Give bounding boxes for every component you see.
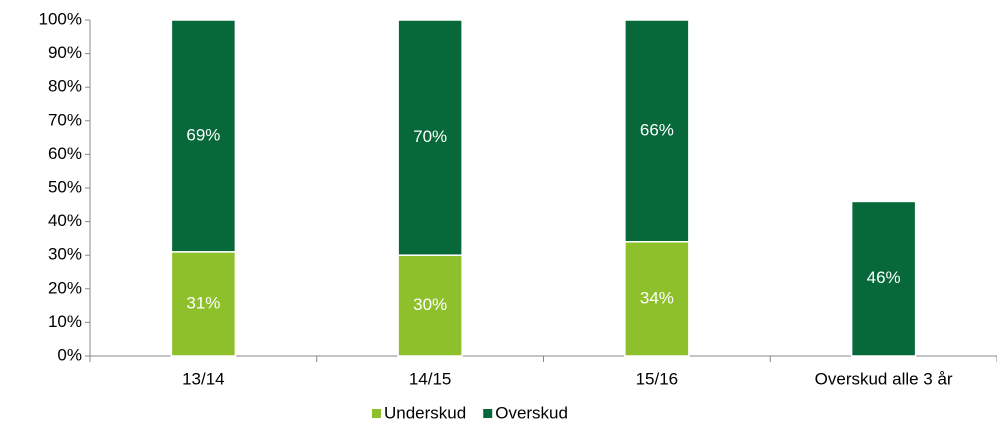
bar-segment (397, 19, 463, 256)
value-label: 30% (413, 295, 447, 314)
value-label: 70% (413, 127, 447, 146)
y-tick-label: 60% (48, 144, 82, 163)
bar-segment (397, 254, 463, 357)
bar-segment (170, 19, 237, 253)
bar-segment (170, 251, 237, 357)
x-tick-label: 15/16 (636, 369, 679, 388)
y-tick-label: 10% (48, 312, 82, 331)
y-tick-label: 20% (48, 278, 82, 297)
y-tick-label: 70% (48, 110, 82, 129)
bar-segment (850, 200, 917, 357)
value-label: 66% (640, 120, 674, 139)
y-tick-label: 80% (48, 77, 82, 96)
y-tick-label: 50% (48, 177, 82, 196)
x-tick-label: Overskud alle 3 år (815, 369, 953, 388)
legend-swatch (483, 409, 493, 418)
legend-swatch (372, 409, 381, 418)
value-label: 34% (640, 288, 674, 307)
x-tick-label: 13/14 (182, 369, 225, 388)
legend-label: Underskud (384, 403, 466, 422)
value-label: 46% (867, 268, 901, 287)
bar-segment (624, 241, 690, 357)
x-tick-label: 14/15 (409, 369, 452, 388)
value-label: 31% (186, 293, 220, 312)
bar-segment (624, 19, 690, 243)
y-tick-label: 40% (48, 211, 82, 230)
y-tick-label: 30% (48, 245, 82, 264)
value-label: 69% (186, 125, 220, 144)
legend-label: Overskud (495, 403, 568, 422)
y-tick-label: 100% (39, 9, 82, 28)
y-tick-label: 0% (57, 345, 82, 364)
y-tick-label: 90% (48, 43, 82, 62)
